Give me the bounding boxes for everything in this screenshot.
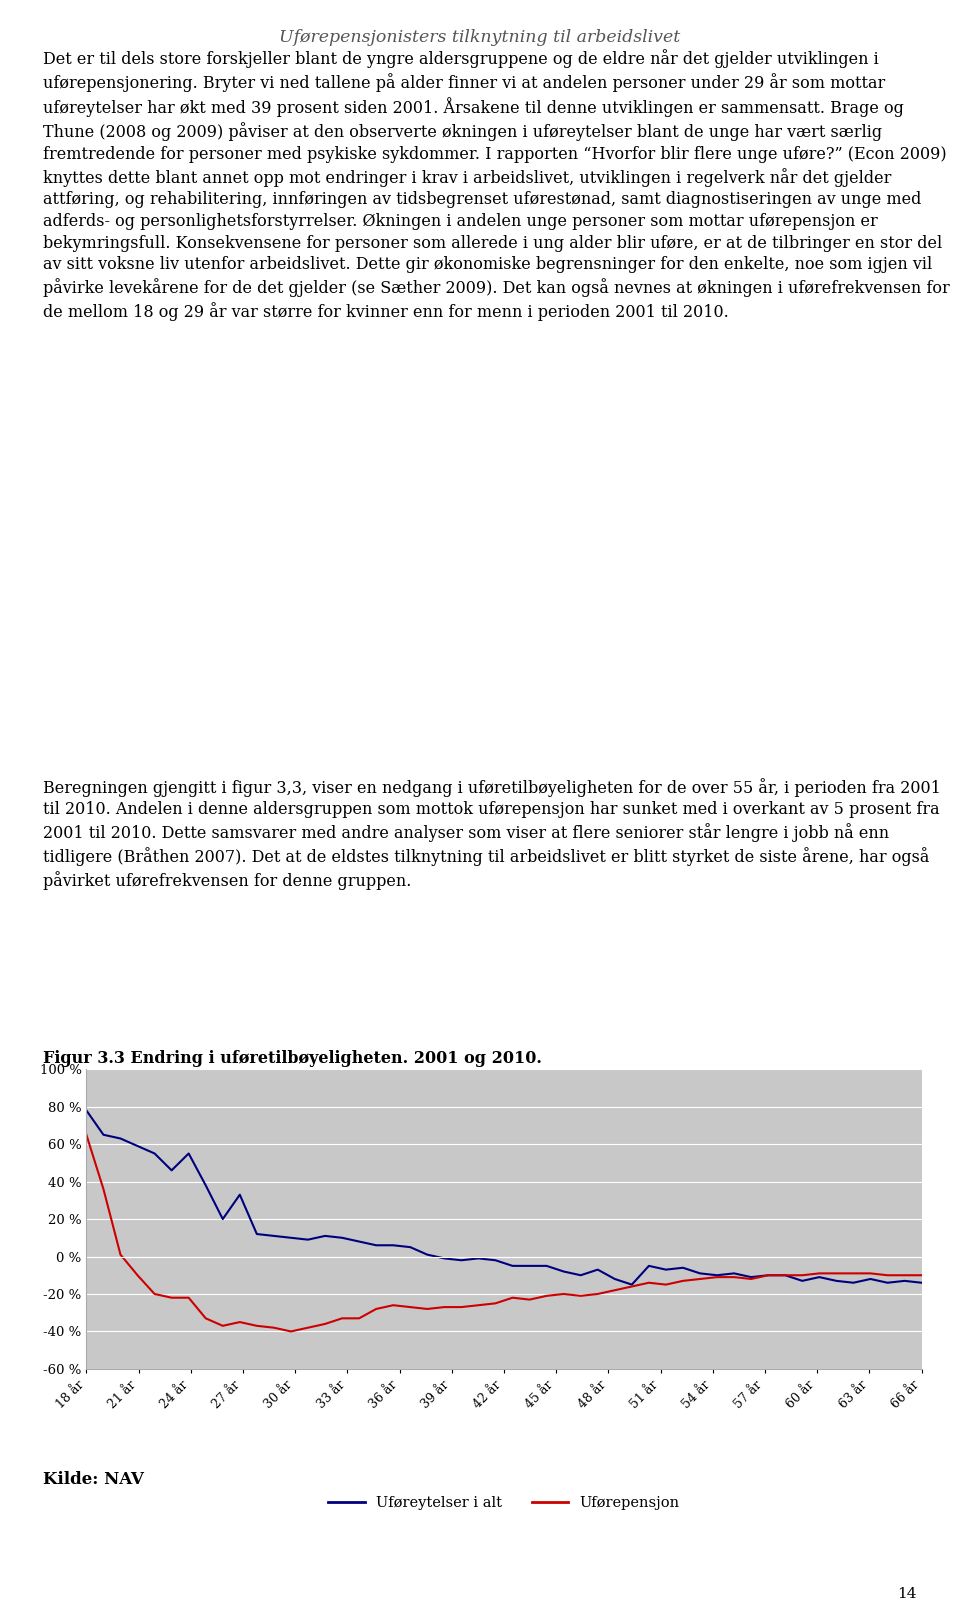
Text: Uførepensjonisters tilknytning til arbeidslivet: Uførepensjonisters tilknytning til arbei… <box>279 29 681 45</box>
Text: Beregningen gjengitt i figur 3,3, viser en nedgang i uføretilbøyeligheten for de: Beregningen gjengitt i figur 3,3, viser … <box>43 778 941 891</box>
Text: Det er til dels store forskjeller blant de yngre aldersgruppene og de eldre når : Det er til dels store forskjeller blant … <box>43 49 950 321</box>
Legend: Uføreytelser i alt, Uførepensjon: Uføreytelser i alt, Uførepensjon <box>323 1490 685 1516</box>
Text: Kilde: NAV: Kilde: NAV <box>43 1471 144 1487</box>
Text: 14: 14 <box>898 1586 917 1601</box>
Text: Figur 3.3 Endring i uføretilbøyeligheten. 2001 og 2010.: Figur 3.3 Endring i uføretilbøyeligheten… <box>43 1050 542 1066</box>
